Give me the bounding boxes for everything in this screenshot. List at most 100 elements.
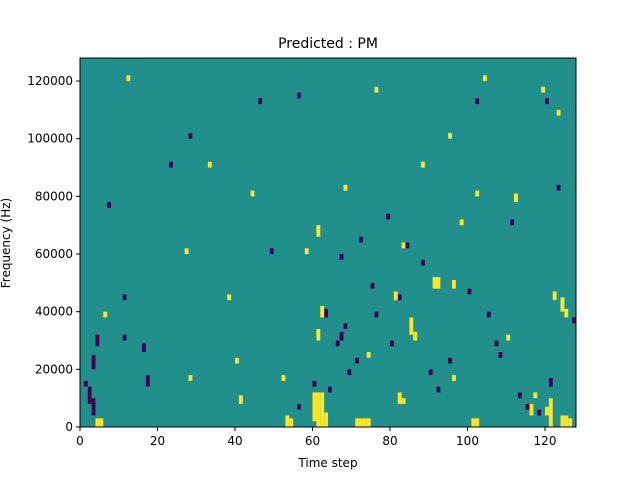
heatmap-cell-high	[238, 395, 243, 404]
heatmap-cell-high	[401, 398, 406, 404]
heatmap-cell-low	[405, 242, 410, 249]
plot-area	[80, 58, 577, 427]
heatmap-cell-high	[126, 75, 131, 82]
heatmap-background	[80, 58, 576, 427]
heatmap-cell-high	[312, 392, 317, 422]
heatmap-cell-high	[184, 248, 189, 255]
heatmap-cell-low	[258, 98, 263, 105]
heatmap-cell-low	[397, 294, 402, 301]
heatmap-cell-high	[421, 161, 425, 168]
axes: 0 20 40 60 80 100 120 0 20000 40000 60000 80000 1000…	[27, 57, 577, 448]
heatmap-cell-low	[436, 386, 441, 393]
heatmap-cell-high	[548, 398, 553, 427]
heatmap-cell-high	[506, 334, 511, 341]
y-tick-label: 100000	[27, 132, 73, 146]
heatmap-cell-high	[471, 418, 476, 427]
heatmap-cell-low	[494, 340, 499, 347]
heatmap-cell-low	[545, 98, 549, 105]
heatmap-cell-high	[564, 308, 569, 318]
heatmap-cell-high	[324, 412, 329, 427]
heatmap-cell-low	[142, 343, 146, 353]
heatmap-cell-high	[366, 352, 371, 358]
heatmap-cell-high	[355, 418, 360, 427]
heatmap-cell-high	[250, 190, 255, 197]
heatmap-cell-low	[339, 331, 344, 341]
heatmap-cell-low	[537, 409, 542, 416]
heatmap-cell-high	[285, 415, 290, 427]
heatmap-cell-high	[529, 403, 534, 416]
heatmap-cell-high	[436, 277, 441, 289]
heatmap-cell-high	[366, 418, 371, 427]
heatmap-cell-low	[448, 357, 453, 364]
heatmap-cell-high	[448, 132, 453, 139]
heatmap-cell-low	[312, 380, 317, 387]
heatmap-cell-high	[397, 392, 402, 404]
heatmap-cell-low	[188, 132, 193, 139]
heatmap-cell-low	[91, 398, 96, 416]
heatmap-cell-low	[87, 386, 92, 404]
y-tick-label: 120000	[27, 74, 73, 88]
heatmap-cell-high	[320, 392, 325, 427]
heatmap-cell-low	[386, 213, 391, 220]
heatmap-cell-high	[459, 219, 464, 226]
heatmap-cell-high	[359, 418, 363, 427]
heatmap-cell-high	[393, 291, 398, 301]
heatmap-cell-low	[343, 323, 348, 329]
y-axis-label: Frequency (Hz)	[0, 198, 13, 289]
heatmap-cell-high	[475, 418, 480, 427]
x-tick-label: 20	[150, 434, 165, 448]
heatmap-cell-high	[432, 277, 437, 289]
y-tick-label: 80000	[35, 189, 73, 203]
chart-title: Predicted : PM	[278, 36, 378, 52]
heatmap-cell-high	[560, 297, 565, 312]
heatmap-cell-high	[227, 294, 232, 301]
heatmap-cell-low	[83, 380, 88, 387]
heatmap-cell-low	[328, 386, 332, 393]
heatmap-cell-low	[297, 92, 301, 99]
heatmap-cell-high	[452, 279, 456, 289]
heatmap-cell-high	[207, 161, 212, 168]
heatmap-cell-high	[316, 328, 321, 341]
heatmap-cell-high	[545, 406, 549, 416]
heatmap-cell-high	[95, 418, 100, 427]
heatmap-cell-high	[556, 109, 561, 116]
heatmap-cell-high	[452, 375, 456, 381]
heatmap-cell-low	[95, 334, 100, 347]
heatmap-cell-low	[269, 248, 274, 255]
heatmap-cell-high	[483, 75, 487, 82]
heatmap-cell-low	[359, 236, 363, 243]
heatmap-cell-low	[122, 334, 127, 341]
heatmap-cell-high	[374, 86, 379, 93]
heatmap-cell-low	[355, 357, 360, 364]
heatmap-cell-high	[533, 392, 538, 399]
heatmap-cell-low	[525, 403, 530, 410]
heatmap-cell-low	[122, 294, 127, 301]
heatmap-cell-low	[324, 308, 329, 318]
heatmap-cell-low	[169, 161, 174, 168]
heatmap-cell-low	[145, 375, 150, 387]
y-tick-label: 0	[65, 420, 73, 434]
heatmap-cell-low	[421, 259, 425, 266]
x-tick-label: 80	[382, 434, 397, 448]
x-axis-label: Time step	[297, 456, 357, 470]
x-tick-label: 100	[456, 434, 479, 448]
heatmap-cell-low	[510, 219, 515, 226]
heatmap-cell-low	[486, 311, 491, 318]
heatmap-cell-low	[475, 98, 480, 105]
x-tick-label: 40	[227, 434, 242, 448]
heatmap-cell-low	[390, 340, 394, 347]
heatmap-cell-high	[316, 225, 321, 237]
heatmap-cell-low	[297, 403, 301, 410]
heatmap-cell-low	[339, 254, 344, 260]
heatmap-cell-low	[517, 392, 522, 399]
heatmap-cell-low	[374, 311, 379, 318]
y-tick-label: 60000	[35, 247, 73, 261]
plot-frame	[79, 57, 577, 428]
heatmap-cell-high	[475, 190, 480, 197]
heatmap-cell-low	[335, 340, 340, 347]
heatmap-cell-high	[343, 184, 348, 191]
heatmap-cell-high	[401, 242, 406, 249]
x-tick-label: 0	[76, 434, 84, 448]
